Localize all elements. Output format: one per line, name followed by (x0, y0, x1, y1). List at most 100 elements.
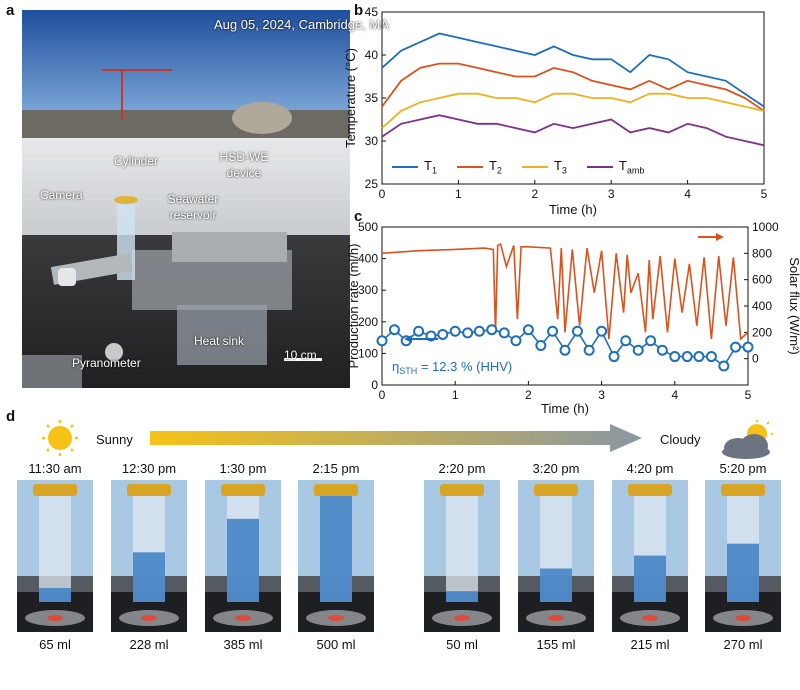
volume-label: 50 ml (446, 637, 478, 652)
sun-icon (42, 420, 78, 456)
y2-tick-label-c: 200 (752, 325, 772, 339)
cylinder-photo (17, 480, 93, 632)
y-axis-label-c: Production rate (ml/h) (346, 244, 361, 369)
cylinder-photo (205, 480, 281, 632)
production-point (632, 344, 644, 356)
y-tick-label-c: 400 (358, 252, 378, 266)
time-label: 4:20 pm (626, 461, 674, 476)
production-point (462, 327, 474, 339)
legend-item-T2: T2 (456, 158, 502, 176)
y2-tick-label-c: 800 (752, 246, 772, 260)
production-point (656, 344, 668, 356)
cylinder-photo (705, 480, 781, 632)
volume-label: 155 ml (536, 637, 576, 652)
volume-label: 228 ml (129, 637, 169, 652)
y2-tick-label-c: 600 (752, 273, 772, 287)
production-point (437, 328, 449, 340)
production-point (376, 335, 388, 347)
legend-item-Tamb: Tamb (586, 158, 645, 176)
production-point (510, 335, 522, 347)
legend-label: Tamb (618, 158, 645, 176)
x-tick-label-b: 2 (531, 187, 538, 201)
x-tick-label-c: 4 (671, 388, 678, 402)
production-point (583, 344, 595, 356)
production-point (547, 325, 559, 337)
weather-bar (42, 420, 773, 459)
arrow-right-head (716, 233, 724, 241)
panel-label-c: c (354, 208, 363, 225)
production-point (693, 351, 705, 363)
series-line-Tamb (381, 114, 765, 147)
volume-label: 215 ml (630, 637, 670, 652)
label-sunny: Sunny (96, 432, 133, 447)
label-scale-bar: 10 cm (284, 348, 317, 362)
cloudy-sun-icon (722, 420, 773, 459)
legend-label: T2 (488, 158, 502, 176)
volume-label: 270 ml (723, 637, 763, 652)
x-tick-label-b: 3 (608, 187, 615, 201)
y2-axis-label-c: Solar flux (W/m²) (787, 257, 800, 355)
y-tick-label-b: 40 (365, 48, 379, 62)
series-line-T3 (381, 92, 765, 129)
time-label: 12:30 pm (121, 461, 177, 476)
x-axis-label-c: Time (h) (541, 401, 589, 416)
legend-b: T1 T2 T3 Tamb (392, 158, 644, 176)
legend-swatch (456, 165, 483, 168)
y-tick-label-c: 300 (358, 283, 378, 297)
label-hsd-we-line2: device (226, 166, 262, 180)
time-label: 11:30 am (28, 461, 82, 476)
cylinder-photo (424, 480, 500, 632)
y2-tick-label-c: 0 (752, 352, 759, 366)
x-tick-label-c: 0 (379, 388, 386, 402)
experiment-setup-photo (22, 10, 350, 388)
y-tick-label-b: 30 (365, 134, 379, 148)
y2-tick-label-c: 400 (752, 299, 772, 313)
production-point (473, 325, 485, 337)
series-line-solar-flux (381, 242, 749, 341)
production-point (705, 351, 717, 363)
label-seawater-line1: Seawater (167, 192, 219, 206)
cylinder-photo (518, 480, 594, 632)
x-axis-label-b: Time (h) (549, 202, 597, 217)
x-tick-label-c: 2 (525, 388, 532, 402)
series-line-T1 (381, 32, 765, 108)
x-tick-label-b: 4 (684, 187, 691, 201)
production-point (535, 340, 547, 351)
volume-label: 65 ml (39, 637, 71, 652)
time-label: 3:20 pm (532, 461, 580, 476)
production-point (571, 325, 583, 337)
y-tick-label-c: 0 (371, 378, 378, 392)
cylinder-photo (111, 480, 187, 632)
production-point (449, 325, 461, 337)
series-line-T2 (381, 62, 765, 112)
production-point (718, 360, 730, 372)
panel-label-d: d (6, 408, 16, 425)
panel-label-b: b (354, 2, 364, 19)
x-tick-label-c: 5 (745, 388, 752, 402)
production-point (742, 341, 754, 353)
volume-label: 500 ml (316, 637, 356, 652)
time-label: 5:20 pm (719, 461, 767, 476)
y-tick-label-b: 35 (365, 91, 379, 105)
label-seawater-line2: reservoir (169, 208, 217, 222)
production-point (645, 335, 657, 347)
panel-label-a: a (6, 2, 15, 19)
label-cloudy: Cloudy (660, 432, 701, 447)
photo-date-location: Aug 05, 2024, Cambridge, MA (214, 17, 389, 32)
production-point (486, 324, 498, 336)
x-tick-label-b: 1 (455, 187, 462, 201)
x-tick-label-c: 3 (598, 388, 605, 402)
cylinder-photo (612, 480, 688, 632)
production-point (498, 327, 510, 339)
legend-swatch (586, 165, 613, 168)
production-point (413, 325, 425, 337)
label-hsd-we-line1: HSD-WE (219, 150, 269, 164)
label-heat-sink: Heat sink (194, 334, 245, 348)
y-tick-label-c: 200 (358, 315, 378, 329)
volume-label: 385 ml (223, 637, 263, 652)
production-point (608, 351, 620, 363)
legend-item-T1: T1 (392, 158, 437, 176)
production-point (388, 324, 400, 336)
y-tick-label-c: 500 (358, 220, 378, 234)
